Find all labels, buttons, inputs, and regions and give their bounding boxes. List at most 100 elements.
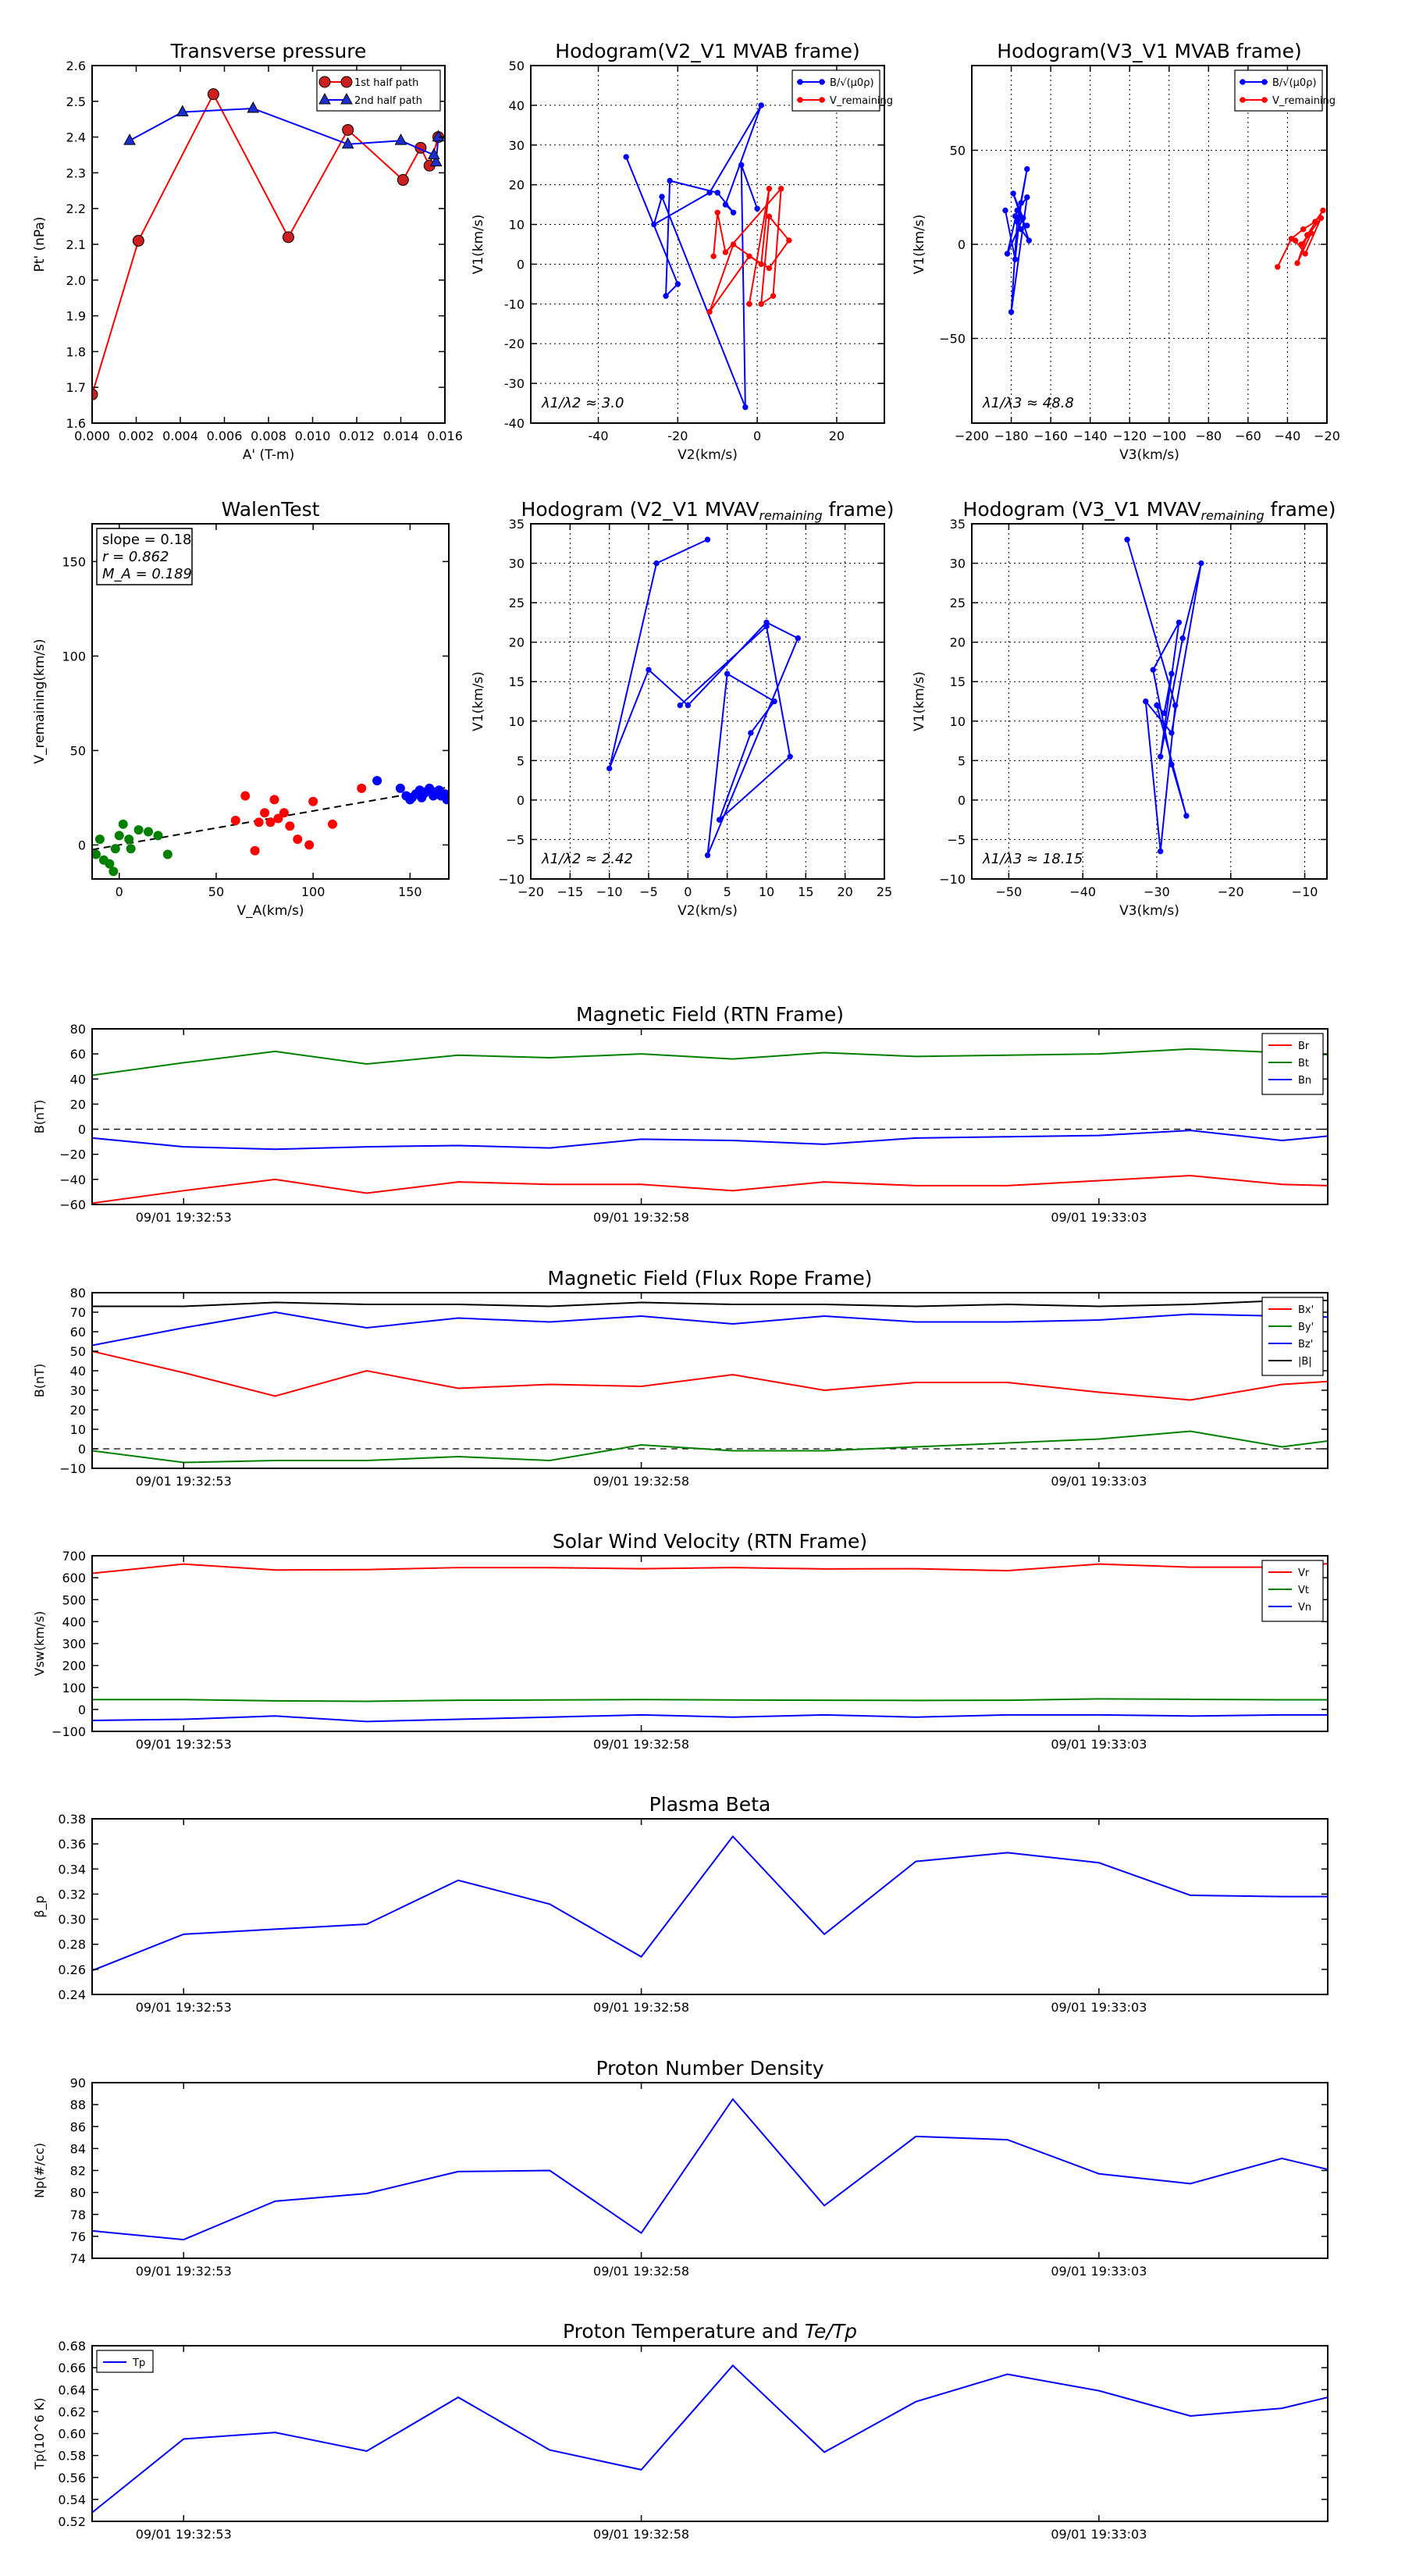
y-tick-label: 10 <box>950 714 966 729</box>
chart-title: Transverse pressure <box>170 40 367 62</box>
y-tick-label: 0.26 <box>58 1962 86 1977</box>
time-tick-label: 09/01 19:33:03 <box>1051 2264 1147 2279</box>
legend-label: Br <box>1298 1041 1310 1052</box>
y-tick-label: -20 <box>504 336 525 351</box>
y-tick-label: 0 <box>958 237 966 252</box>
scatter-point-red <box>250 845 260 856</box>
data-point <box>1168 671 1175 677</box>
data-point <box>819 79 825 85</box>
y-tick-label: −40 <box>59 1172 86 1187</box>
eigenvalue-ratio-annotation: λ1/λ3 ≈ 48.8 <box>982 395 1074 411</box>
scatter-point-green <box>92 849 101 859</box>
data-point <box>766 213 773 220</box>
y-tick-label: 2.4 <box>66 130 86 145</box>
y-tick-label: 0.56 <box>58 2471 86 2485</box>
data-point <box>787 753 793 760</box>
y-tick-label: 200 <box>62 1659 86 1674</box>
scatter-point-green <box>98 855 108 865</box>
data-point <box>758 261 764 268</box>
scatter-point-red <box>240 791 251 801</box>
y-tick-label: 0 <box>958 793 966 808</box>
chart-title: Hodogram(V2_V1 MVAB frame) <box>555 40 859 62</box>
data-point <box>766 186 773 192</box>
eigenvalue-ratio-annotation: λ1/λ3 ≈ 18.15 <box>982 851 1083 867</box>
chart-proton-temperature: 0.52 0.54 0.56 0.58 0.60 0.62 0.64 0.66 0.68 09/0… <box>32 2320 1329 2542</box>
plot-background <box>92 66 445 423</box>
y-tick-label: 2.6 <box>66 59 86 73</box>
data-point <box>1024 165 1030 173</box>
legend-label: |B| <box>1298 1356 1312 1368</box>
x-tick-label: 50 <box>208 884 224 899</box>
y-tick-label: 30 <box>509 557 525 571</box>
plot-area <box>606 536 801 859</box>
data-point <box>1010 190 1016 197</box>
y-tick-label: 0.54 <box>58 2492 86 2507</box>
y-tick-label: 0.36 <box>58 1837 86 1852</box>
x-tick-label: 150 <box>398 884 422 899</box>
x-tick-label: 0.012 <box>339 429 375 443</box>
time-tick-label: 09/01 19:33:03 <box>1051 1737 1147 1752</box>
legend-label: B/√(μ0ρ) <box>830 77 874 89</box>
data-point <box>1168 761 1175 768</box>
data-point <box>1261 79 1268 85</box>
data-point <box>667 177 673 184</box>
y-tick-label: 150 <box>62 554 86 569</box>
y-axis-label: V1(km/s) <box>471 215 486 275</box>
data-point <box>1318 215 1325 221</box>
y-tick-label: −60 <box>59 1197 86 1212</box>
data-point <box>710 253 717 259</box>
eigenvalue-ratio-annotation: λ1/λ2 ≈ 3.0 <box>541 395 624 411</box>
scatter-point-green <box>108 866 119 877</box>
chart-title: Plasma Beta <box>649 1793 771 1816</box>
y-tick-label: 60 <box>70 1047 86 1062</box>
y-tick-label: 600 <box>62 1571 86 1585</box>
x-tick-label: −160 <box>1033 429 1068 443</box>
y-tick-label: 0 <box>78 838 86 852</box>
plot-background <box>92 1556 1328 1731</box>
y-tick-label: 25 <box>950 596 966 610</box>
plot-background <box>92 2346 1328 2521</box>
legend-label: Vr <box>1298 1567 1310 1579</box>
stats-line: slope = 0.18 <box>102 532 192 548</box>
y-tick-label: 2.3 <box>66 165 86 180</box>
chart-hodogram-v3-v1-mvav: −50 −40 −30 −20 −10−10−505101520253035Hodogr… <box>912 498 1336 919</box>
scatter-point-blue <box>407 792 417 802</box>
legend-box <box>791 69 880 112</box>
series-line-bx- <box>92 1350 1328 1401</box>
y-axis-label: V1(km/s) <box>912 215 927 275</box>
data-point <box>1168 730 1175 736</box>
y-tick-label: 10 <box>509 714 525 729</box>
data-point <box>1183 813 1190 819</box>
data-point <box>606 765 613 772</box>
legend-box <box>1261 1033 1324 1095</box>
y-tick-label: 0 <box>517 257 525 272</box>
y-axis-label: Tp(10^6 K) <box>32 2398 47 2471</box>
y-tick-label: 60 <box>70 1325 86 1340</box>
data-point <box>797 97 803 103</box>
y-tick-label: 1.7 <box>66 380 86 395</box>
y-axis-label: V1(km/s) <box>912 671 927 731</box>
x-tick-label: −20 <box>1218 884 1244 899</box>
legend-box <box>1261 1297 1324 1376</box>
x-tick-label: −100 <box>1152 429 1186 443</box>
data-point <box>724 671 731 677</box>
y-tick-label: 1.8 <box>66 344 86 359</box>
legend-label: V_remaining <box>1272 95 1336 107</box>
data-point <box>646 667 652 673</box>
y-tick-label: 0.34 <box>58 1862 86 1877</box>
scatter-point-red <box>230 815 240 825</box>
data-point <box>1014 207 1020 214</box>
data-point <box>1014 219 1020 225</box>
time-tick-label: 09/01 19:32:58 <box>593 1737 689 1752</box>
scatter-point-red <box>254 817 264 827</box>
x-tick-label: −30 <box>1144 884 1170 899</box>
data-point <box>1320 207 1326 214</box>
time-tick-label: 09/01 19:32:53 <box>136 1737 232 1752</box>
chart-title: WalenTest <box>222 498 320 521</box>
y-tick-label: 0.24 <box>58 1987 86 2002</box>
y-tick-label: 40 <box>70 1364 86 1379</box>
y-tick-label: 0 <box>517 793 525 808</box>
data-point <box>819 97 825 103</box>
legend-label: Tp <box>132 2357 145 2369</box>
chart-title: Magnetic Field (Flux Rope Frame) <box>547 1267 872 1290</box>
